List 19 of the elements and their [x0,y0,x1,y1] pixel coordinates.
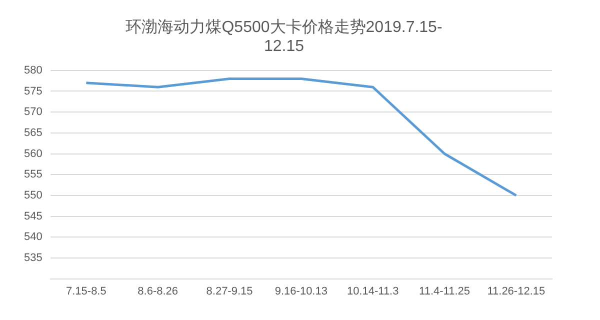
y-tick-label: 540 [24,231,42,244]
x-tick-label: 7.15-8.5 [66,285,106,298]
y-tick-label: 535 [24,252,42,264]
y-tick-label: 570 [24,106,42,118]
y-tick-label: 565 [24,126,42,139]
x-tick-label: 8.6-8.26 [138,285,178,298]
y-tick-label: 550 [24,189,42,202]
y-tick-label: 575 [24,85,42,98]
y-tick-label: 560 [24,148,42,160]
text: 环渤海动力煤Q5500大卡价格走势2019.7.15- [126,19,442,36]
y-tick-label: 580 [24,64,42,76]
y-tick-label: 555 [24,168,42,181]
x-tick-label: 10.14-11.3 [346,285,399,298]
x-tick-label: 9.16-10.13 [274,285,328,298]
y-tick-label: 545 [24,210,42,222]
x-tick-label: 8.27-9.15 [206,285,253,298]
x-tick-label: 11.26-12.15 [487,285,546,298]
text: 12.15 [264,38,304,56]
x-tick-label: 11.4-11.25 [419,285,470,298]
